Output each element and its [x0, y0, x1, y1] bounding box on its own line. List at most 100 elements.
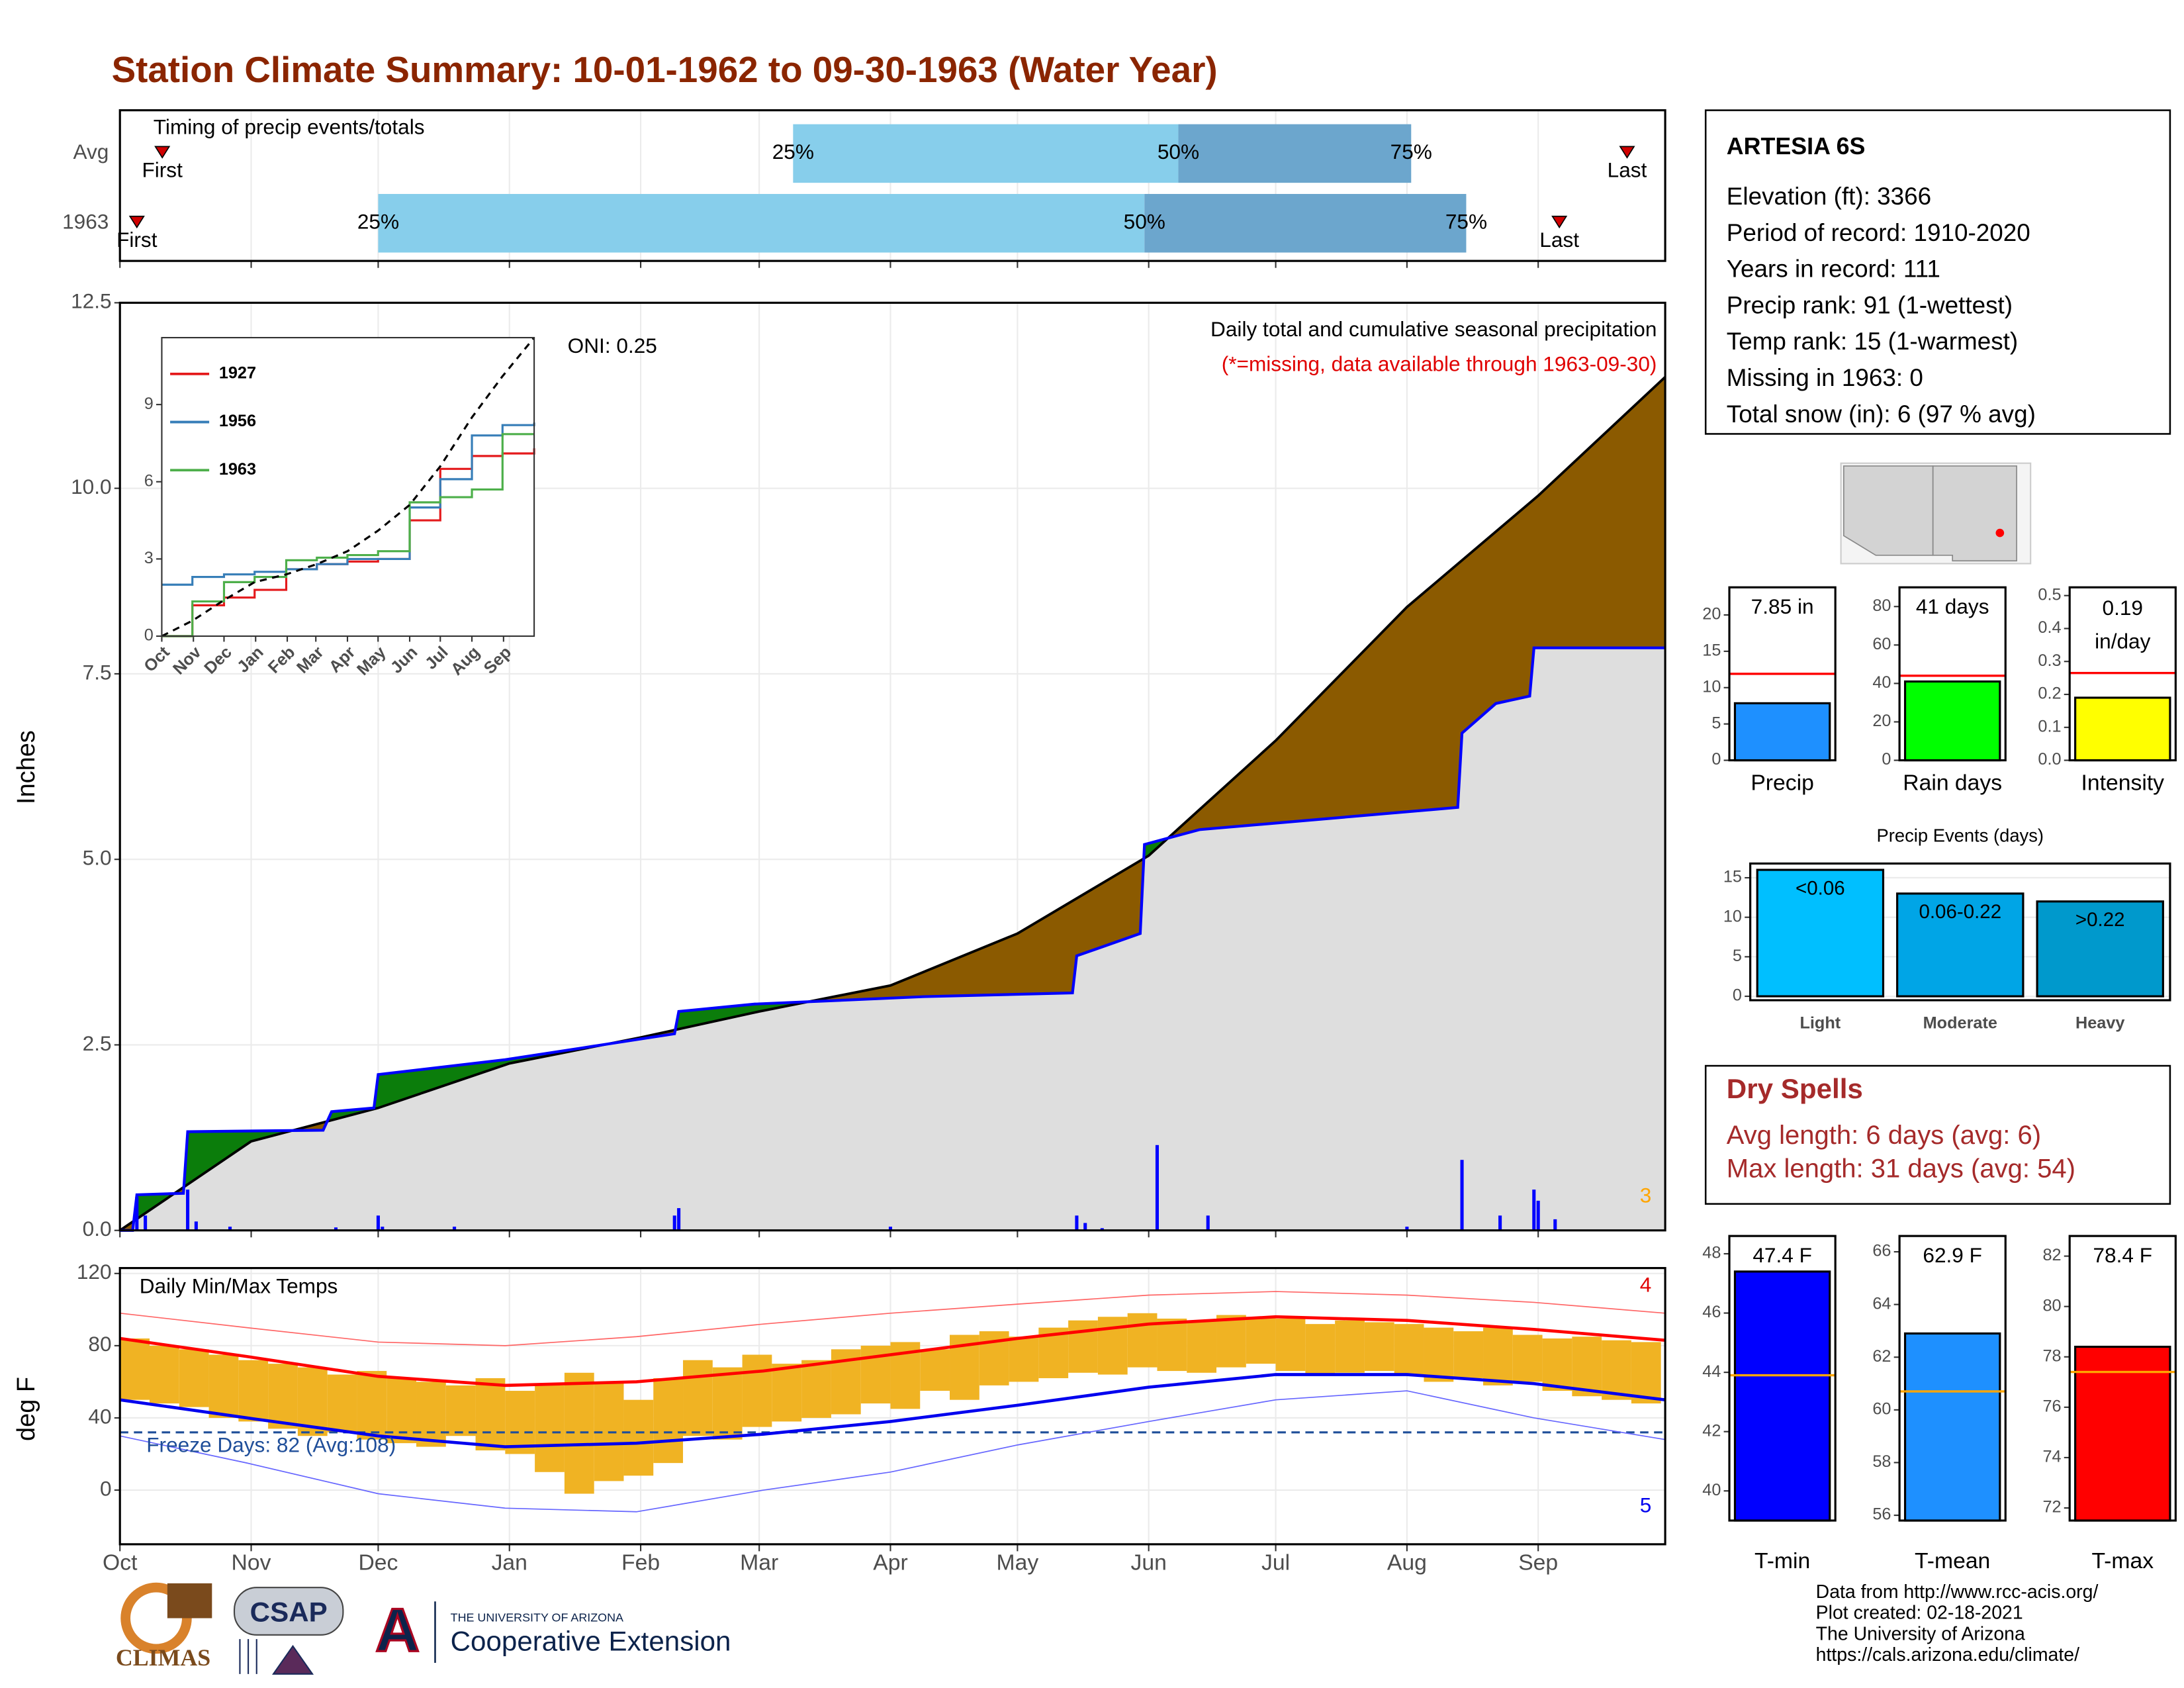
daily-bar	[334, 1227, 338, 1231]
bar	[1733, 1270, 1831, 1522]
temp-bar	[1187, 1320, 1217, 1373]
annotation: 4	[1640, 1272, 1652, 1296]
bar	[2036, 900, 2164, 998]
map-state	[1932, 465, 2017, 562]
x-tick-label: Heavy	[2075, 1014, 2124, 1033]
temp-bar	[179, 1349, 209, 1407]
climas-logo	[167, 1583, 212, 1618]
temp-bar	[1424, 1327, 1454, 1382]
daily-bar	[1083, 1223, 1087, 1231]
temp-bar	[445, 1385, 476, 1436]
x-tick-label: Jul	[1261, 1550, 1290, 1575]
annotation: ONI: 0.25	[568, 334, 657, 357]
temp-bar	[1512, 1335, 1543, 1382]
bar	[1903, 680, 2001, 762]
station-line: Temp rank: 15 (1-warmest)	[1727, 328, 2018, 355]
event-label: First	[116, 228, 158, 252]
y-tick-label: 10	[1723, 907, 1742, 925]
credit-line: The University of Arizona	[1816, 1623, 2025, 1644]
daily-bar	[1405, 1227, 1409, 1231]
page-title: Station Climate Summary: 10-01-1962 to 0…	[112, 49, 1218, 90]
x-label: T-min	[1754, 1548, 1810, 1573]
x-tick-label: Jun	[1130, 1550, 1166, 1575]
y-tick-label: 120	[77, 1260, 112, 1284]
y-tick-label: 82	[2042, 1246, 2061, 1264]
dry-spell-line: Avg length: 6 days (avg: 6)	[1727, 1121, 2041, 1150]
y-tick-label: 0	[1882, 750, 1891, 769]
y-tick-label: 62	[1872, 1347, 1891, 1366]
quartile-label: 50%	[1158, 140, 1199, 164]
value-label: 0.19 in/day	[2095, 596, 2151, 653]
temp-bar	[535, 1385, 565, 1472]
panel-frame	[1898, 1235, 2007, 1522]
daily-bar	[194, 1221, 198, 1231]
dry-spells-box	[1704, 1064, 2171, 1205]
y-tick-label: 60	[1872, 1400, 1891, 1419]
x-tick-label: Aug	[1387, 1550, 1427, 1575]
x-label: T-mean	[1915, 1548, 1990, 1573]
y-tick-label: 0.5	[2038, 585, 2061, 604]
x-label: Precip	[1751, 770, 1814, 795]
value-label: 7.85 in	[1751, 594, 1814, 618]
value-label: <0.06	[1796, 877, 1845, 899]
bar	[2074, 1345, 2171, 1522]
quartile-label: 50%	[1124, 210, 1165, 234]
daily-bar	[1206, 1215, 1210, 1231]
dry-spells-title: Dry Spells	[1727, 1073, 1863, 1104]
temp-bar	[1453, 1331, 1484, 1378]
temp-bar	[357, 1371, 387, 1440]
y-tick-label: 66	[1872, 1242, 1891, 1260]
y-tick-label: 80	[1872, 596, 1891, 615]
y-tick-label: 2.5	[83, 1031, 112, 1055]
temp-bar	[801, 1360, 831, 1418]
y-tick-label: 0.2	[2038, 684, 2061, 703]
y-tick-label: 40	[88, 1404, 111, 1428]
y-tick-label: 0.1	[2038, 717, 2061, 735]
csap-cloud	[233, 1587, 344, 1636]
value-label: 47.4 F	[1752, 1243, 1812, 1267]
event-label: Last	[1539, 228, 1579, 252]
daily-bar	[1460, 1160, 1464, 1231]
extension-name: Cooperative Extension	[451, 1626, 731, 1657]
y-tick-label: 0.0	[83, 1217, 112, 1241]
chart-title: Daily total and cumulative seasonal prec…	[1210, 317, 1657, 341]
bar	[1756, 868, 1885, 998]
y-tick-label: 0.0	[2038, 750, 2061, 769]
row-label: Avg	[73, 140, 109, 164]
station-box	[1704, 109, 2171, 435]
station-line: Precip rank: 91 (1-wettest)	[1727, 291, 2013, 318]
temp-bar	[1157, 1318, 1187, 1372]
inset-line	[161, 433, 535, 637]
daily-bar	[453, 1227, 457, 1231]
event-marker	[1551, 215, 1568, 229]
y-tick-label: 20	[1872, 712, 1891, 730]
y-tick-label: 46	[1702, 1303, 1721, 1321]
y-tick-label: 58	[1872, 1452, 1891, 1471]
temp-bar	[150, 1345, 179, 1404]
temp-bar	[1572, 1336, 1602, 1397]
daily-bar	[888, 1227, 892, 1231]
event-marker	[128, 215, 145, 229]
y-tick-label: 5.0	[83, 846, 112, 870]
temp-bar	[1009, 1336, 1039, 1382]
inset-line	[161, 337, 535, 637]
legend-label: 1956	[219, 412, 256, 430]
quartile-label: 25%	[772, 140, 814, 164]
csap-text: CSAP	[250, 1596, 328, 1627]
record-line	[120, 1291, 1666, 1346]
panel-frame	[2068, 1235, 2177, 1522]
y-tick-label: 72	[2042, 1498, 2061, 1517]
map	[1840, 462, 2032, 565]
y-tick-label: 12.5	[71, 289, 112, 313]
temp-bar	[1602, 1340, 1631, 1400]
y-tick-label: 7.5	[83, 660, 112, 684]
daily-bar	[228, 1227, 232, 1231]
temp-bar	[1335, 1320, 1365, 1373]
x-tick-label: Nov	[232, 1550, 271, 1575]
record-line	[120, 1390, 1666, 1513]
csap-icon	[239, 1639, 314, 1675]
daily-bar	[1536, 1200, 1540, 1231]
x-tick-label: Dec	[358, 1550, 398, 1575]
y-tick-label: 0	[1733, 986, 1742, 1005]
